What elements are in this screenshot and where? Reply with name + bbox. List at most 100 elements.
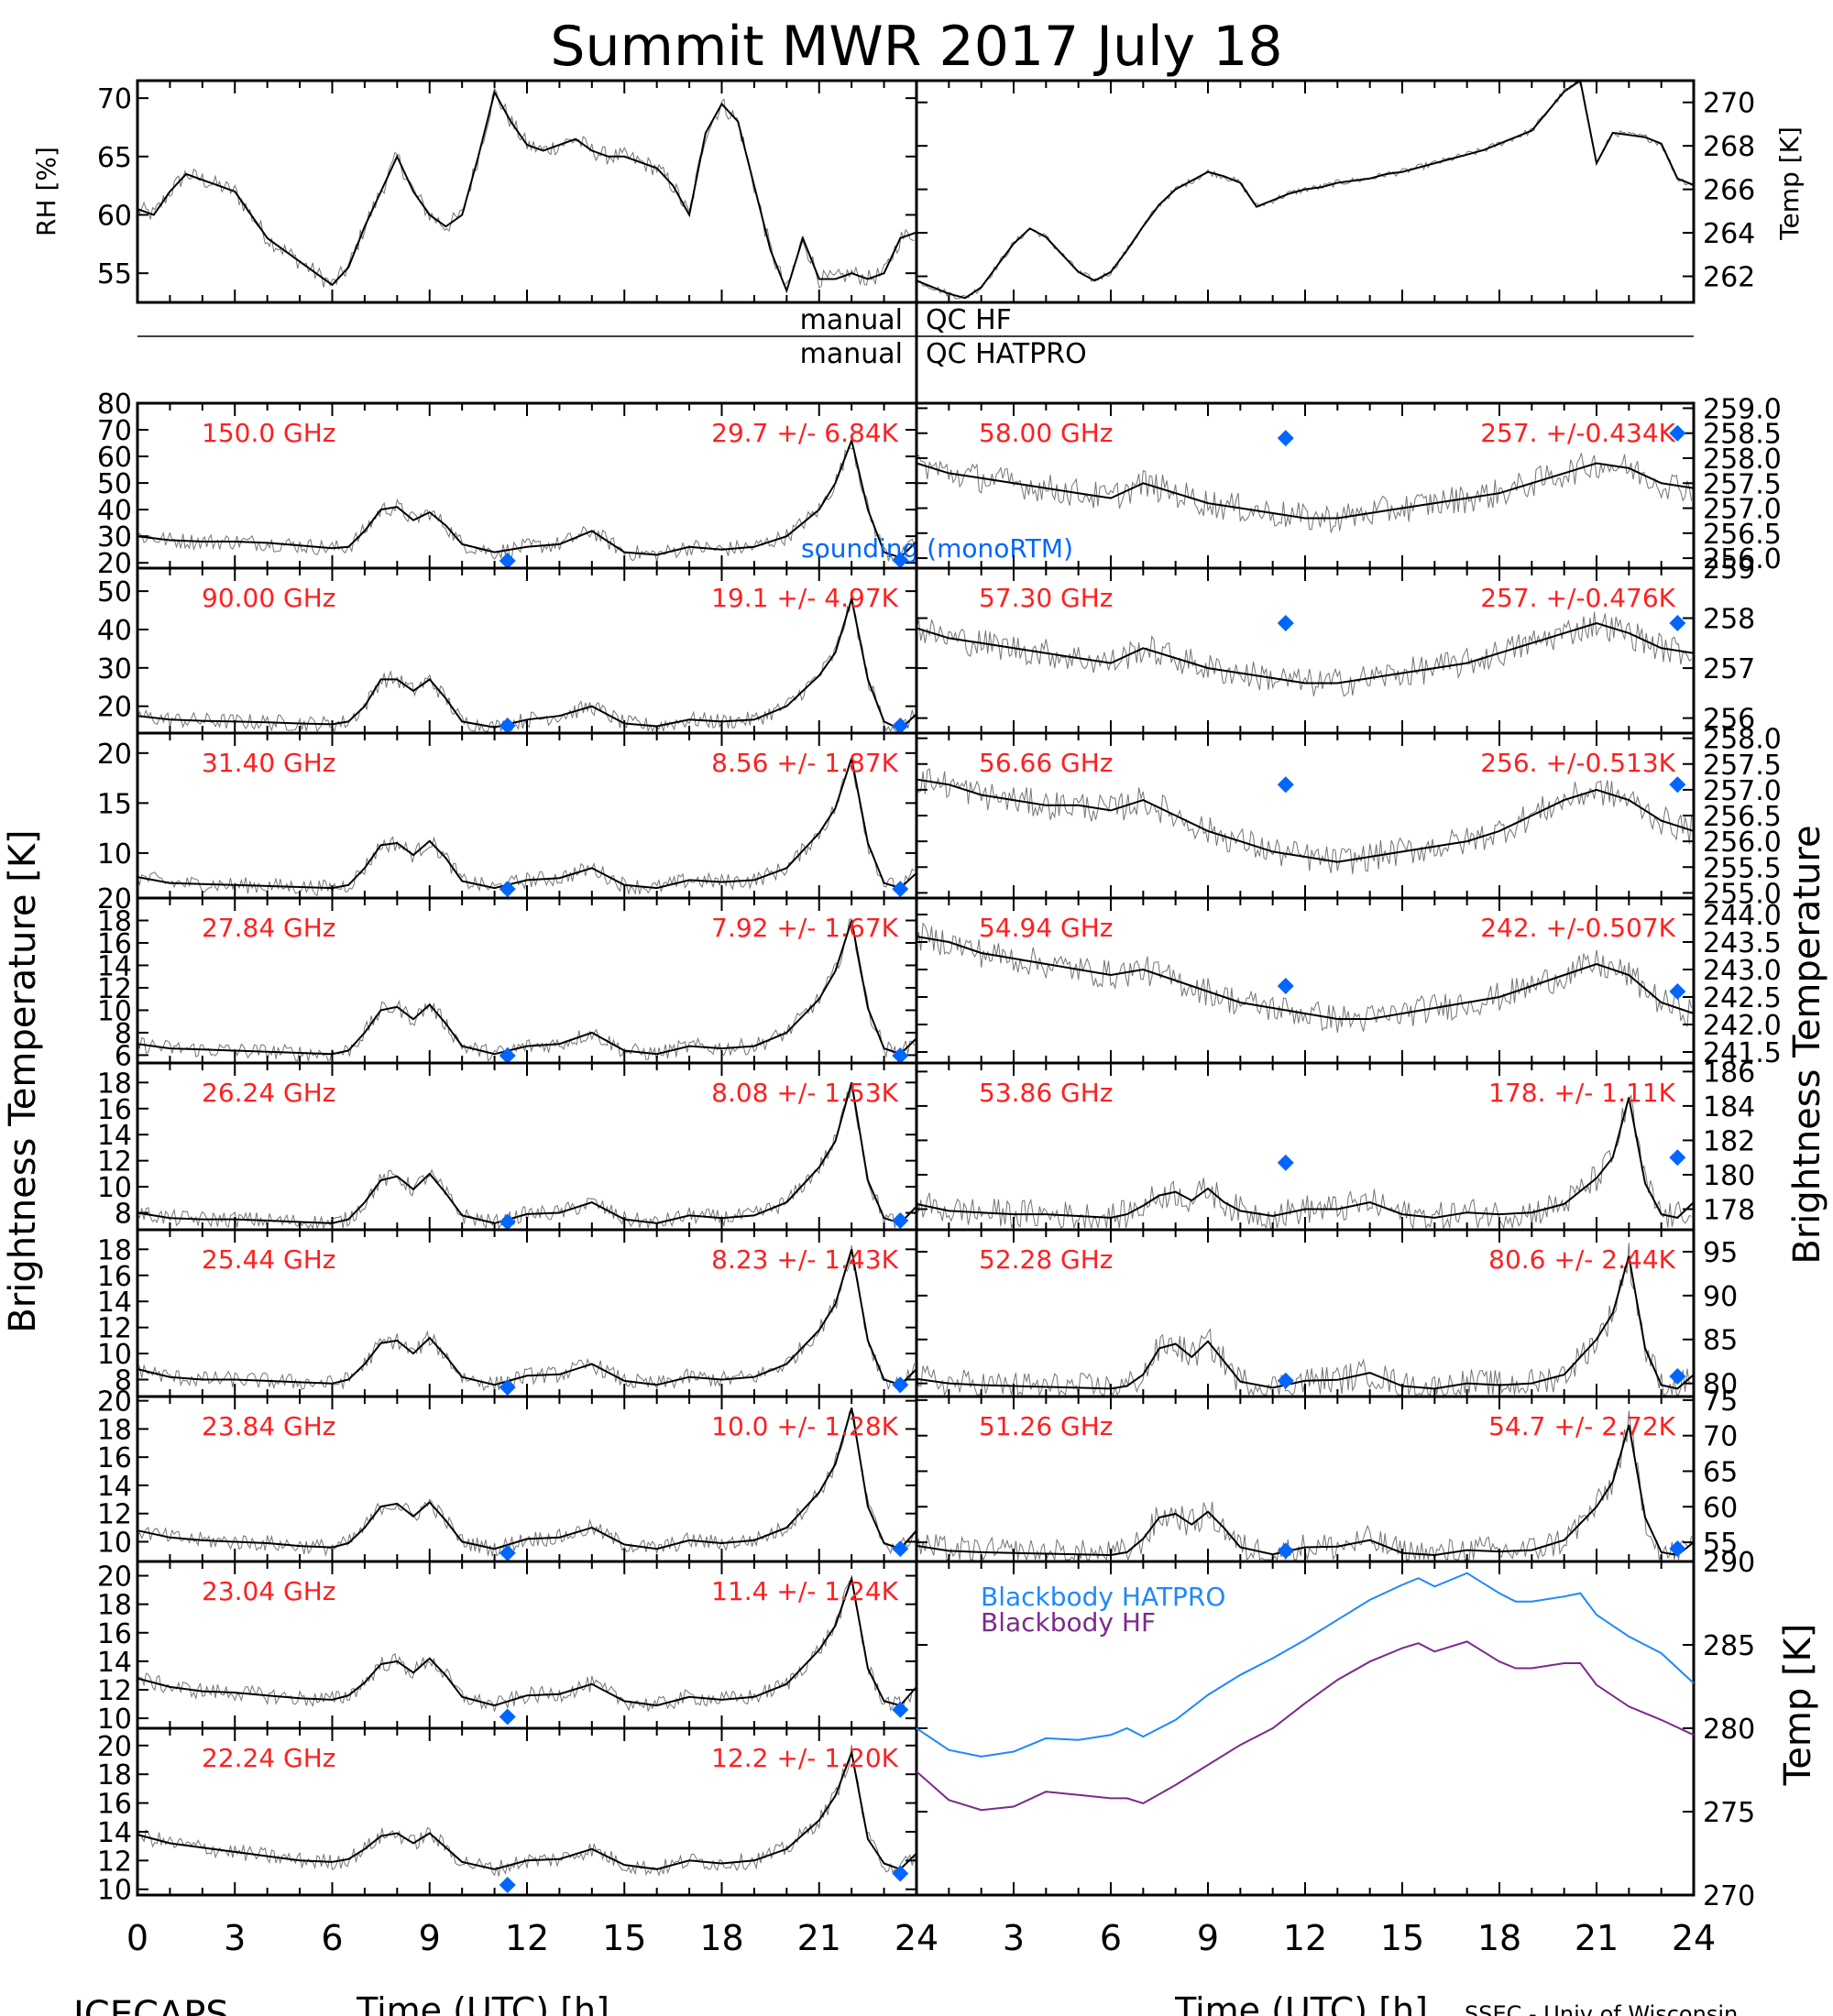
series-line-hf — [916, 1640, 1695, 1812]
y-tick-label: 14 — [97, 1471, 132, 1503]
x-tick-label-right: 3 — [1003, 1918, 1025, 1958]
y-tick-label: 257 — [1703, 653, 1755, 685]
y-tick-label: 257.5 — [1703, 468, 1782, 500]
y-tick-label: 14 — [97, 1120, 132, 1152]
series-noise — [137, 760, 915, 897]
channel-stat: 257. +/-0.476K — [1480, 583, 1675, 613]
series-noise — [916, 82, 1692, 300]
sounding-marker — [499, 881, 516, 898]
y-tick-label: 20 — [97, 1561, 132, 1594]
y-tick-label: 256.0 — [1703, 543, 1782, 575]
channel-stat: 19.1 +/- 4.97K — [711, 583, 898, 613]
y-tick-label: 275 — [1703, 1797, 1755, 1829]
series-noise — [916, 611, 1692, 697]
sounding-marker — [499, 1047, 516, 1064]
y-tick-label: 12 — [97, 1313, 132, 1345]
sounding-marker — [892, 1865, 909, 1882]
y-tick-label: 85 — [1703, 1325, 1738, 1357]
series-noise — [137, 87, 915, 290]
sounding-marker — [499, 1544, 516, 1561]
panel-ch52_28: 80 85 90 95 52.28 GHz 80.6 +/- 2.44K — [915, 1228, 1738, 1401]
y-tick-label: 256.5 — [1703, 801, 1782, 833]
y-tick-label: 8 — [115, 1018, 132, 1050]
series-noise — [916, 1243, 1692, 1397]
y-tick-label: 256.0 — [1703, 827, 1782, 859]
y-tick-label: 18 — [97, 1759, 132, 1791]
series-line-hatpro — [916, 1572, 1695, 1758]
channel-label: 22.24 GHz — [202, 1743, 336, 1773]
series-noise — [137, 1085, 915, 1230]
x-tick-label-left: 21 — [797, 1918, 841, 1958]
y-tick-label: 242.5 — [1703, 982, 1782, 1014]
y-tick-label: 256.5 — [1703, 519, 1782, 551]
y-tick-label: 12 — [97, 1146, 132, 1178]
sounding-marker — [892, 1540, 909, 1558]
sounding-marker — [499, 1213, 516, 1231]
y-tick-label: 18 — [97, 1234, 132, 1266]
channel-label: 51.26 GHz — [979, 1411, 1114, 1441]
panel-ch90: 20 30 40 50 90.00 GHz 19.1 +/- 4.97K — [97, 566, 918, 735]
y-tick-label: 14 — [97, 1647, 132, 1679]
qc-hf-right: QC HF — [926, 304, 1012, 336]
y-tick-label: 285 — [1703, 1630, 1755, 1662]
x-tick-label-right: 21 — [1575, 1918, 1619, 1958]
panel-ch31: 10 15 20 31.40 GHz 8.56 +/- 1.87K — [97, 731, 918, 900]
channel-stat: 80.6 +/- 2.44K — [1488, 1244, 1675, 1275]
y-tick-label: 95 — [1703, 1237, 1738, 1269]
y-tick-label: 258.0 — [1703, 724, 1782, 756]
channel-stat: 11.4 +/- 1.24K — [711, 1576, 898, 1606]
y-tick-label: 270 — [1703, 1880, 1755, 1912]
x-tick-label-left: 24 — [895, 1918, 938, 1958]
x-tick-label-left: 9 — [419, 1918, 441, 1958]
y-tick-label: 10 — [97, 995, 132, 1027]
sounding-marker — [1669, 1149, 1686, 1167]
series-noise — [137, 918, 916, 1062]
series-trace — [137, 90, 917, 294]
y-tick-label: 268 — [1703, 131, 1755, 163]
channel-label: 58.00 GHz — [979, 418, 1114, 448]
sounding-marker — [1277, 776, 1294, 794]
channel-label: 23.04 GHz — [202, 1576, 336, 1606]
y-tick-label: 16 — [97, 1261, 132, 1293]
sounding-marker — [1277, 1542, 1294, 1560]
y-tick-label: 186 — [1703, 1057, 1755, 1089]
x-axis-label-right: Time (UTC) [h] — [1174, 1990, 1428, 2016]
x-tick-label-right: 15 — [1380, 1918, 1424, 1958]
sounding-marker — [892, 1376, 909, 1394]
rh-axis-label: RH [%] — [31, 147, 61, 236]
sounding-marker — [1669, 983, 1686, 1000]
y-tick-label: 280 — [1703, 1714, 1755, 1746]
y-tick-label: 8 — [115, 1199, 132, 1231]
y-tick-label: 30 — [97, 521, 132, 553]
y-tick-label: 258.5 — [1703, 419, 1782, 451]
series-trace — [916, 778, 1695, 863]
channel-stat: 8.56 +/- 1.87K — [711, 748, 898, 778]
y-tick-label: 12 — [97, 1675, 132, 1707]
panel-frame — [915, 79, 1696, 304]
channel-label: 31.40 GHz — [202, 748, 336, 778]
sounding-marker — [1669, 1367, 1686, 1385]
y-tick-label: 60 — [1703, 1492, 1738, 1524]
y-tick-label: 65 — [1703, 1456, 1738, 1488]
legend-hatpro: Blackbody HATPRO — [981, 1582, 1225, 1612]
y-tick-label: 15 — [97, 788, 132, 820]
channel-stat: 8.23 +/- 1.43K — [711, 1244, 898, 1275]
y-tick-label: 20 — [97, 1731, 132, 1763]
sounding-marker — [892, 1701, 909, 1718]
series-noise — [137, 590, 916, 733]
y-tick-label: 14 — [97, 950, 132, 982]
y-tick-label: 12 — [97, 1499, 132, 1531]
y-tick-label: 264 — [1703, 218, 1755, 250]
x-tick-label-right: 24 — [1672, 1918, 1716, 1958]
sounding-marker — [499, 1708, 516, 1726]
y-tick-label: 16 — [97, 1789, 132, 1821]
series-trace — [137, 598, 917, 730]
series-noise — [137, 1245, 916, 1393]
y-tick-label: 40 — [97, 495, 132, 527]
x-tick-label-right: 6 — [1100, 1918, 1122, 1958]
sounding-marker — [892, 881, 909, 898]
